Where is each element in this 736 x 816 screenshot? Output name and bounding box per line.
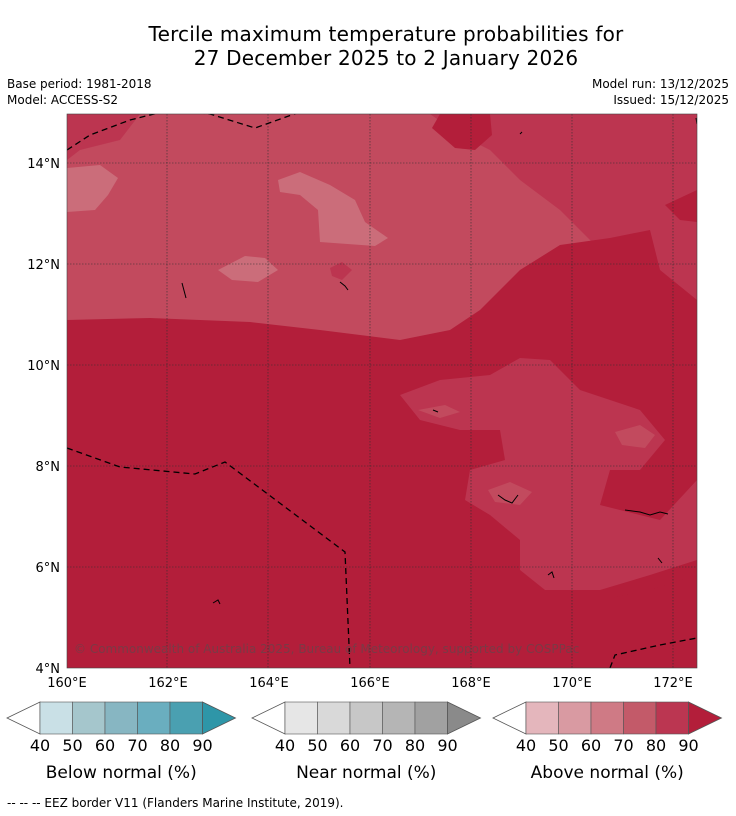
legend-1-tick-4: 80 (405, 736, 425, 755)
legend-0-cell-0 (39, 701, 73, 735)
lat-label-10: 10°N (27, 359, 60, 374)
legend-0-title: Below normal (%) (46, 763, 197, 783)
legend-2-tick-1: 50 (548, 736, 568, 755)
above-70-patch-east-1 (418, 405, 460, 418)
legend-2-tick-3: 70 (613, 736, 633, 755)
legend-0-cell-3 (137, 701, 171, 735)
meta-left: Base period: 1981-2018 Model: ACCESS-S2 (7, 76, 152, 108)
legend-2-under-tip (492, 701, 527, 735)
map-frame (66, 113, 698, 669)
legend-1-tick-1: 50 (307, 736, 327, 755)
probability-field: © Commonwealth of Australia 2025, Bureau… (67, 114, 697, 668)
above-80-spot-a (330, 262, 352, 280)
legend-1-cell-2 (349, 701, 383, 735)
legend-2-tick-0: 40 (516, 736, 536, 755)
legend-0-under-tip (6, 701, 41, 735)
latitude-labels: 14°N 12°N 10°N 8°N 6°N 4°N (27, 157, 60, 677)
lat-label-14: 14°N (27, 157, 60, 172)
legend-2-tick-4: 80 (646, 736, 666, 755)
legend-2-cell-3 (623, 701, 657, 735)
legend-0-tick-3: 70 (127, 736, 147, 755)
legend-0-over-tip (202, 701, 237, 735)
above-80-central-lobe (400, 358, 697, 590)
legend-2-tick-2: 60 (581, 736, 601, 755)
above-90-north-east-corner (665, 190, 697, 222)
legend-2-tick-5: 90 (678, 736, 698, 755)
legend-0-cell-1 (72, 701, 106, 735)
legend-0-tick-4: 80 (160, 736, 180, 755)
lon-label-168: 168°E (451, 676, 491, 691)
map-title: Tercile maximum temperature probabilitie… (0, 22, 736, 70)
lat-label-6: 6°N (36, 561, 61, 576)
eez-footnote: -- -- -- EEZ border V11 (Flanders Marine… (7, 796, 344, 810)
legend-0-tick-5: 90 (192, 736, 212, 755)
lon-label-162: 162°E (148, 676, 188, 691)
legend-2: 40 50 60 70 80 90 Above normal (%) (492, 701, 723, 783)
above-90-south-east (540, 575, 697, 668)
legend-2-cell-0 (525, 701, 559, 735)
legend-1-cell-3 (382, 701, 416, 735)
legend-2-over-tip (688, 701, 723, 735)
above-80-band-west (67, 114, 140, 160)
above-70-patch-east-3 (488, 482, 532, 505)
title-line-1: Tercile maximum temperature probabilitie… (148, 22, 624, 46)
lon-label-166: 166°E (350, 676, 390, 691)
model-name: Model: ACCESS-S2 (7, 93, 119, 107)
legend-1-under-tip (251, 701, 286, 735)
legend-1-tick-2: 60 (340, 736, 360, 755)
lat-label-4: 4°N (36, 662, 61, 677)
legend-0-tick-0: 40 (30, 736, 50, 755)
eez-borders (67, 114, 697, 668)
legend-1-tick-0: 40 (275, 736, 295, 755)
issued-date: Issued: 15/12/2025 (613, 93, 729, 107)
islands (181, 117, 697, 605)
graticule (67, 114, 697, 668)
lon-label-164: 164°E (249, 676, 289, 691)
lat-label-12: 12°N (27, 258, 60, 273)
legend-1-cell-4 (414, 701, 448, 735)
legend-0: 40 50 60 70 80 90 Below normal (%) (6, 701, 237, 783)
meta-right: Model run: 13/12/2025 Issued: 15/12/2025 (592, 76, 729, 108)
above-60-patch-south (218, 256, 278, 282)
copyright-text: © Commonwealth of Australia 2025, Bureau… (74, 642, 579, 656)
lon-label-172: 172°E (653, 676, 693, 691)
legend-1-tick-3: 70 (372, 736, 392, 755)
legend-0-cell-4 (169, 701, 203, 735)
model-run: Model run: 13/12/2025 (591, 77, 729, 91)
lon-label-170: 170°E (552, 676, 592, 691)
legend-1-over-tip (447, 701, 482, 735)
legend-0-cell-2 (104, 701, 138, 735)
legend-0-tick-1: 50 (62, 736, 82, 755)
lat-label-8: 8°N (36, 460, 61, 475)
legends: 40 50 60 70 80 90 Below normal (%) 40 50 60 70 80 90… (6, 701, 723, 783)
base-period: Base period: 1981-2018 (7, 77, 152, 91)
lon-label-160: 160°E (47, 676, 87, 691)
above-60-patch-west (67, 165, 118, 212)
above-60-patch-centre (278, 172, 388, 246)
above-70-patch-east-2 (615, 425, 655, 448)
legend-1-cell-1 (317, 701, 351, 735)
longitude-labels: 160°E 162°E 164°E 166°E 168°E 170°E 172°… (47, 676, 693, 691)
above-80-patch-top (432, 114, 492, 150)
legend-1-tick-5: 90 (437, 736, 457, 755)
legend-1-cell-0 (284, 701, 318, 735)
legend-2-cell-1 (558, 701, 592, 735)
legend-1-title: Near normal (%) (296, 763, 436, 783)
legend-2-cell-4 (655, 701, 689, 735)
title-line-2: 27 December 2025 to 2 January 2026 (193, 46, 579, 70)
legend-2-cell-2 (590, 701, 624, 735)
legend-2-title: Above normal (%) (531, 763, 684, 783)
legend-0-tick-2: 60 (95, 736, 115, 755)
